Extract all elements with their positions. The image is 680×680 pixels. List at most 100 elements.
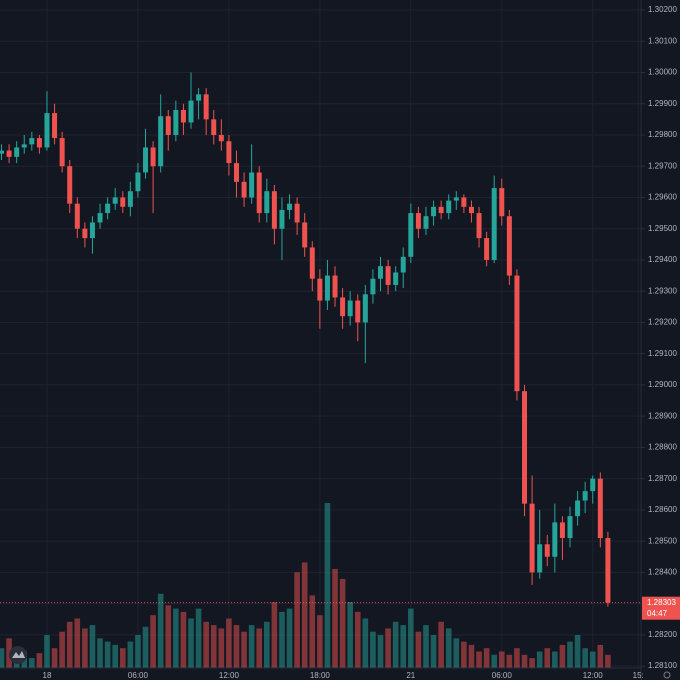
candle-body <box>453 197 459 201</box>
candle-body <box>491 188 497 260</box>
candle-body <box>340 297 346 317</box>
volume-bar <box>392 621 399 668</box>
y-tick-label: 1.28600 <box>648 505 677 514</box>
volume-bar <box>127 641 134 668</box>
volume-bar <box>582 648 588 668</box>
y-tick-label: 1.28500 <box>648 536 677 545</box>
volume-bar <box>271 602 278 668</box>
candle-body <box>29 138 35 145</box>
volume-bar <box>188 618 194 668</box>
volume-bar <box>256 628 263 668</box>
volume-bar <box>6 638 12 668</box>
candle-body <box>522 391 528 504</box>
volume-bar <box>173 608 179 668</box>
volume-bar <box>74 618 81 668</box>
volume-bar <box>97 638 103 668</box>
candle-body <box>400 256 406 273</box>
candle-body <box>431 206 437 217</box>
logo[interactable] <box>9 646 27 664</box>
candle-body <box>544 544 550 557</box>
candle-body <box>605 538 611 603</box>
volume-bar <box>408 608 414 668</box>
candle-body <box>218 134 224 142</box>
y-tick-label: 1.28900 <box>648 411 677 420</box>
y-tick-label: 1.29600 <box>648 193 677 202</box>
candle-body <box>180 109 186 123</box>
volume-bar <box>559 644 566 668</box>
candle-body <box>105 203 111 214</box>
y-tick-label: 1.29900 <box>648 99 677 108</box>
candle-body <box>537 544 543 573</box>
volume-bar <box>597 644 604 668</box>
candle-body <box>484 238 490 260</box>
candle-body <box>347 300 353 317</box>
volume-bar <box>324 503 331 668</box>
y-tick-label: 1.30100 <box>648 36 677 45</box>
candle-body <box>0 150 4 154</box>
countdown-label: 04:47 <box>647 609 668 618</box>
volume-bar <box>195 608 202 668</box>
volume-bar <box>491 654 497 668</box>
last-price-box <box>642 596 680 620</box>
volume-bar <box>552 651 558 668</box>
y-tick-label: 1.29300 <box>648 286 677 295</box>
candle-body <box>59 138 65 167</box>
volume-bar <box>498 651 505 668</box>
y-tick-label: 1.29700 <box>648 161 677 170</box>
volume-bar <box>51 648 58 668</box>
candle-body <box>67 166 73 204</box>
candle-body <box>120 197 126 207</box>
candle-body <box>552 522 558 557</box>
candle-body <box>52 113 58 139</box>
volume-bar <box>438 621 444 668</box>
y-tick-label: 1.30000 <box>648 68 677 77</box>
volume-bar <box>119 648 126 668</box>
candle-body <box>499 188 505 217</box>
volume-bar <box>0 648 5 668</box>
volume-bar <box>445 628 452 668</box>
logo-icon[interactable] <box>12 651 25 658</box>
candle-body <box>362 294 368 323</box>
volume-bar <box>44 635 50 668</box>
candle-body <box>567 516 573 539</box>
candle-body <box>233 163 239 182</box>
volume-bar <box>536 651 543 668</box>
candle-body <box>468 206 474 214</box>
volume-bar <box>544 648 551 668</box>
candle-body <box>559 522 565 539</box>
last-price-label: 1.28303 <box>647 598 676 607</box>
candle-body <box>385 266 391 285</box>
candle-body <box>135 172 141 192</box>
candle-body <box>302 222 308 248</box>
candle-body <box>529 503 535 573</box>
volume-bar <box>567 641 573 668</box>
y-tick-label: 1.30200 <box>648 5 677 14</box>
settings-icon[interactable] <box>663 671 671 679</box>
candle-body <box>256 172 262 214</box>
axis-layer: 1.281001.282001.283001.284001.285001.286… <box>0 5 680 680</box>
volume-bar <box>233 625 240 668</box>
candle-body <box>393 272 399 285</box>
volume-bar <box>521 654 528 668</box>
candle-body <box>203 94 209 120</box>
x-tick-label: 06:00 <box>492 671 513 680</box>
volume-bar <box>430 635 437 668</box>
volume-bar <box>180 611 187 668</box>
y-tick-label: 1.28400 <box>648 568 677 577</box>
volume-bar <box>362 618 369 668</box>
candle-body <box>287 203 293 210</box>
candle-body <box>506 216 512 276</box>
volume-bar <box>112 644 118 668</box>
volume-bar <box>317 615 323 668</box>
x-tick-label: 06:00 <box>128 671 149 680</box>
volume-bar <box>66 621 73 668</box>
candle-body <box>241 181 247 198</box>
volume-bar <box>309 595 316 668</box>
volume-bar <box>385 628 391 668</box>
candle-body <box>82 228 88 239</box>
x-tick-label: 21 <box>406 671 415 680</box>
volume-bar <box>203 621 209 668</box>
